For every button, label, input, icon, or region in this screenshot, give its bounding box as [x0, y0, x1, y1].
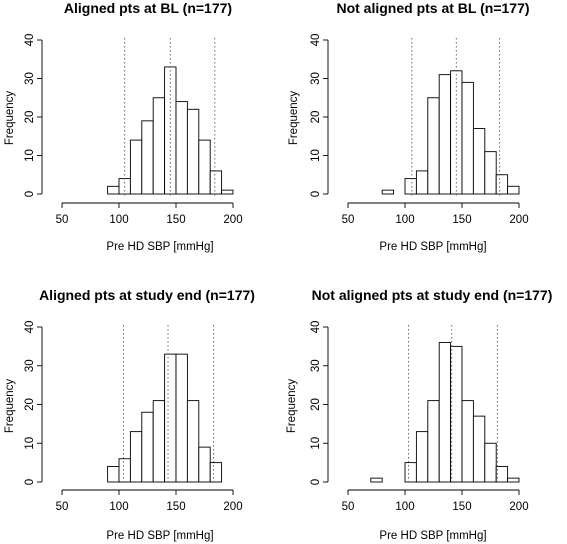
x-tick-label: 50 — [342, 214, 355, 226]
panel-title: Aligned pts at BL (n=177) — [64, 0, 232, 16]
histogram-bar — [484, 151, 497, 195]
histogram-bar — [141, 411, 154, 483]
x-tick-label: 150 — [166, 501, 185, 513]
histogram-bar — [438, 74, 452, 195]
x-tick-label: 150 — [166, 214, 185, 226]
histogram-bar — [438, 342, 452, 483]
histogram-bar — [495, 174, 509, 195]
histogram-bar — [381, 189, 395, 195]
y-tick-label: 40 — [310, 321, 322, 334]
histogram-bar — [450, 345, 463, 483]
y-tick-label: 40 — [24, 321, 36, 334]
x-tick-label: 200 — [509, 501, 528, 513]
x-tick-label: 150 — [452, 214, 471, 226]
plot-area: 50 100 150 200 0 10 20 30 40 — [24, 34, 243, 226]
histogram-bar — [152, 97, 166, 195]
histogram-bar — [415, 431, 429, 483]
histogram-bar — [495, 466, 509, 483]
x-axis-label: Pre HD SBP [mmHg] — [106, 530, 213, 542]
y-tick-label: 30 — [24, 359, 36, 372]
plot-area: 50 100 150 200 0 10 20 30 40 — [310, 34, 529, 226]
histogram-bar — [209, 462, 223, 483]
histogram-bar — [472, 415, 486, 483]
histogram-bar — [198, 446, 211, 483]
y-tick-label: 30 — [310, 72, 322, 85]
x-tick-label: 50 — [56, 501, 69, 513]
y-tick-label: 10 — [310, 437, 322, 450]
histogram-bar — [129, 139, 143, 195]
y-tick-label: 10 — [310, 149, 322, 162]
histogram-bar — [118, 458, 131, 483]
x-tick-label: 100 — [395, 501, 414, 513]
panel-title: Aligned pts at study end (n=177) — [39, 287, 255, 303]
y-axis-label: Frequency — [286, 379, 298, 434]
y-tick-label: 0 — [24, 479, 36, 485]
histogram-bar — [484, 442, 497, 483]
histogram-bar — [461, 81, 474, 195]
x-axis-label: Pre HD SBP [mmHg] — [379, 241, 486, 253]
x-tick-label: 200 — [223, 501, 242, 513]
histogram-bar — [404, 178, 417, 195]
y-tick-label: 0 — [310, 479, 322, 485]
y-axis-label: Frequency — [4, 379, 16, 434]
histogram-bar — [186, 108, 200, 195]
histogram-bar — [198, 139, 211, 195]
histogram-bar — [175, 353, 188, 483]
x-tick-label: 200 — [223, 214, 242, 226]
y-tick-label: 0 — [310, 191, 322, 197]
histogram-bar — [107, 466, 120, 483]
histogram-bar — [141, 120, 154, 195]
histogram-bar — [209, 170, 223, 195]
y-axis-label: Frequency — [288, 91, 300, 146]
panel-aligned-end: Aligned pts at study end (n=177) Frequen… — [4, 287, 255, 542]
histogram-bar — [427, 97, 440, 195]
plot-area: 50 100 150 200 0 10 20 30 40 — [24, 321, 243, 513]
y-tick-label: 30 — [24, 72, 36, 85]
y-tick-label: 30 — [310, 359, 322, 372]
histogram-bar — [175, 101, 188, 195]
y-tick-label: 20 — [310, 398, 322, 411]
y-tick-label: 10 — [24, 437, 36, 450]
histogram-bar — [164, 353, 177, 483]
histogram-bar — [129, 431, 143, 483]
histogram-bar — [152, 400, 166, 483]
x-tick-label: 100 — [109, 214, 128, 226]
y-tick-label: 20 — [310, 111, 322, 124]
y-tick-label: 10 — [24, 149, 36, 162]
x-tick-label: 50 — [342, 501, 355, 513]
histogram-bar — [404, 462, 417, 483]
histogram-bar — [370, 477, 383, 483]
panel-title: Not aligned pts at BL (n=177) — [336, 0, 529, 16]
x-axis-label: Pre HD SBP [mmHg] — [379, 530, 486, 542]
y-tick-label: 0 — [24, 191, 36, 197]
histogram-bar — [186, 400, 200, 483]
plot-area: 50 100 150 200 0 10 20 30 40 — [310, 321, 529, 513]
histogram-bar — [507, 477, 520, 483]
x-tick-label: 100 — [395, 214, 414, 226]
panel-not-aligned-bl: Not aligned pts at BL (n=177) Frequency … — [288, 0, 530, 253]
y-tick-label: 20 — [24, 398, 36, 411]
x-tick-label: 150 — [452, 501, 471, 513]
histogram-bar — [450, 70, 463, 195]
panel-aligned-bl: Aligned pts at BL (n=177) Frequency Pre … — [4, 0, 243, 253]
panel-title: Not aligned pts at study end (n=177) — [312, 287, 553, 303]
x-tick-label: 50 — [56, 214, 69, 226]
histogram-bar — [107, 185, 120, 195]
y-axis-label: Frequency — [4, 91, 16, 146]
x-tick-label: 100 — [109, 501, 128, 513]
y-tick-label: 40 — [310, 34, 322, 47]
histogram-bar — [472, 128, 486, 195]
histogram-bar — [507, 185, 520, 195]
histogram-bar — [415, 170, 429, 195]
histogram-bar — [427, 400, 440, 483]
panel-not-aligned-end: Not aligned pts at study end (n=177) Fre… — [286, 287, 552, 542]
histogram-bar — [461, 400, 474, 483]
y-tick-label: 20 — [24, 111, 36, 124]
y-tick-label: 40 — [24, 34, 36, 47]
x-tick-label: 200 — [509, 214, 528, 226]
x-axis-label: Pre HD SBP [mmHg] — [106, 241, 213, 253]
histogram-bar — [221, 189, 234, 195]
